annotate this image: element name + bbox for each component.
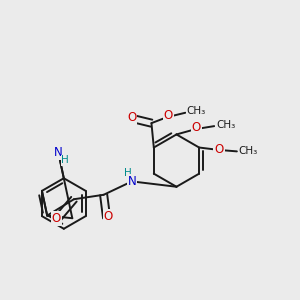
- Text: CH₃: CH₃: [238, 146, 258, 156]
- Text: O: O: [164, 109, 173, 122]
- Text: CH₃: CH₃: [216, 120, 235, 130]
- Text: O: O: [214, 143, 224, 156]
- Text: CH₃: CH₃: [186, 106, 206, 116]
- Text: O: O: [127, 111, 136, 124]
- Text: N: N: [54, 146, 63, 159]
- Text: O: O: [103, 210, 113, 223]
- Text: O: O: [192, 121, 201, 134]
- Text: N: N: [128, 175, 136, 188]
- Text: H: H: [61, 155, 69, 165]
- Text: H: H: [124, 168, 132, 178]
- Text: O: O: [52, 212, 61, 225]
